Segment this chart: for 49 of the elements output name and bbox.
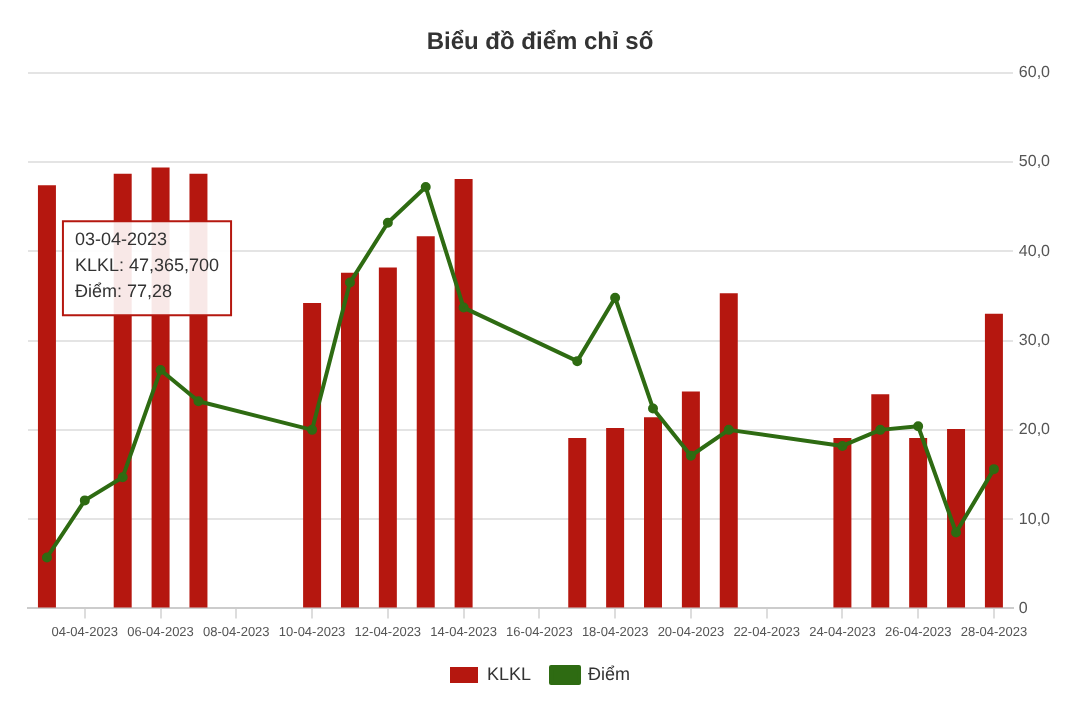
y-tick-label: 30,0 — [1018, 331, 1052, 350]
point — [572, 356, 583, 367]
y-tick-label: 0 — [1018, 598, 1029, 617]
bar — [340, 272, 359, 608]
bar — [416, 236, 435, 608]
bar — [568, 437, 587, 608]
point — [685, 450, 696, 461]
point — [723, 424, 734, 435]
bar — [606, 428, 625, 608]
bar — [454, 179, 473, 608]
point — [307, 424, 318, 435]
point — [648, 403, 659, 414]
point — [610, 292, 621, 303]
y-tick-label: 20,0 — [1018, 420, 1052, 439]
point — [951, 527, 962, 538]
bar — [947, 428, 966, 608]
y-tick-label: 40,0 — [1018, 241, 1052, 260]
point — [382, 217, 393, 228]
annotation: KLKL: 47,365,700 — [74, 255, 220, 276]
bar — [303, 303, 322, 608]
legend-label: Điểm — [588, 663, 631, 684]
chart-title: Biểu đồ điểm chỉ số — [426, 27, 654, 56]
annotation: 03-04-2023 — [74, 229, 168, 250]
bar — [644, 417, 662, 608]
point — [41, 552, 52, 563]
point — [988, 464, 999, 475]
point — [193, 396, 204, 407]
y-tick-label: 60,0 — [1018, 63, 1052, 82]
point — [155, 365, 166, 376]
bar — [984, 313, 1003, 608]
point — [458, 302, 469, 313]
point — [79, 495, 90, 506]
y-tick-label: 50,0 — [1018, 152, 1052, 171]
bar — [378, 267, 397, 608]
point — [913, 421, 924, 432]
point — [117, 472, 128, 483]
bar — [719, 293, 738, 608]
bar — [37, 185, 56, 608]
annotation: Điểm: 77,28 — [74, 281, 172, 302]
y-tick-label: 10,0 — [1018, 509, 1052, 528]
point — [837, 440, 848, 451]
point — [875, 424, 886, 435]
bar — [833, 437, 852, 608]
bar — [681, 391, 700, 608]
point — [344, 277, 355, 288]
bar — [871, 394, 890, 608]
point — [420, 182, 431, 193]
bar — [909, 437, 928, 608]
legend-label: KLKL — [486, 663, 532, 684]
